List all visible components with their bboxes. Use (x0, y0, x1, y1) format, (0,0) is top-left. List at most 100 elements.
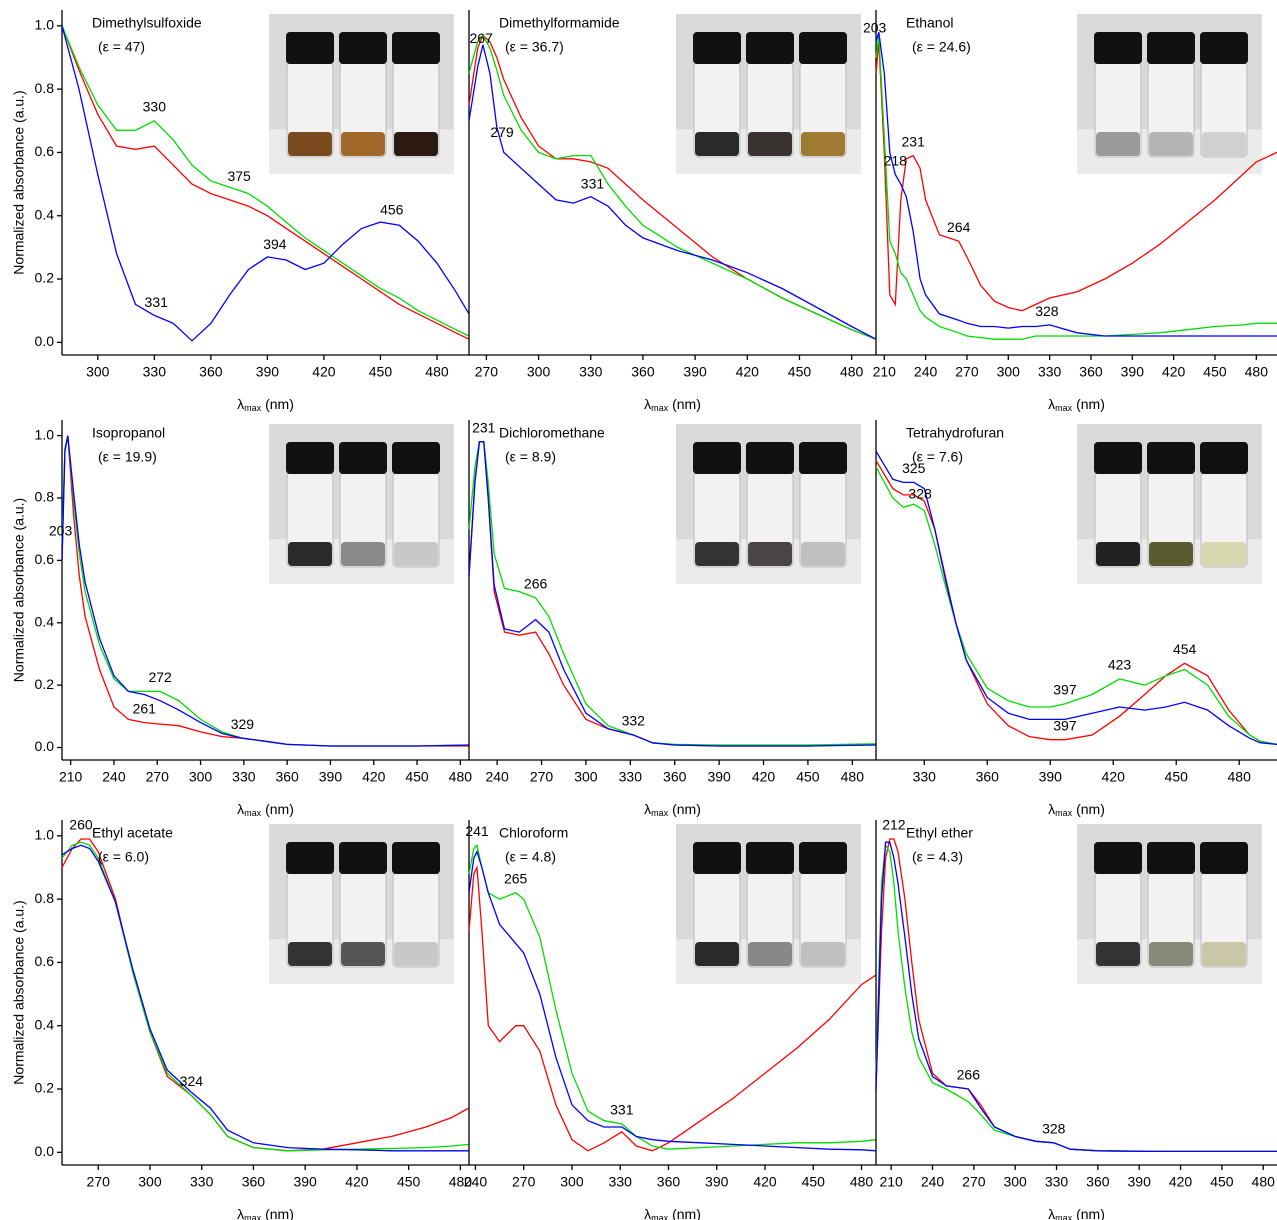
y-tick-label: 0.8 (35, 489, 55, 505)
x-tick-label: 360 (199, 364, 223, 380)
spectrum-line (61, 25, 470, 337)
x-tick-label: 360 (242, 1174, 266, 1190)
vial-photo (676, 14, 861, 174)
x-tick-label: 420 (1162, 364, 1186, 380)
x-tick-label: 240 (485, 769, 509, 785)
x-tick-label: 480 (1252, 1174, 1276, 1190)
x-tick-label: 480 (425, 364, 449, 380)
y-tick-label: 1.0 (35, 827, 55, 843)
vial-liquid (288, 942, 332, 966)
vial-cap (799, 32, 847, 64)
x-tick-label: 480 (841, 769, 865, 785)
x-tick-label: 270 (962, 1174, 986, 1190)
x-tick-label: 390 (707, 769, 731, 785)
peak-label: 394 (263, 236, 287, 252)
panel-title: Ethyl ether (906, 825, 973, 841)
x-tick-label: 270 (530, 769, 554, 785)
x-tick-label: 450 (397, 1174, 421, 1190)
y-tick-label: 0.6 (35, 551, 55, 567)
x-tick-label: 360 (631, 364, 655, 380)
vial-cap (693, 32, 741, 64)
panel-subtitle: (ε = 6.0) (98, 849, 149, 865)
peak-label: 454 (1173, 641, 1197, 657)
peak-label: 212 (882, 817, 906, 833)
x-tick-label: 420 (736, 364, 760, 380)
y-tick-label: 0.8 (35, 80, 55, 96)
vial-cap (1094, 842, 1142, 874)
peak-label: 328 (908, 486, 932, 502)
x-tick-label: 420 (312, 364, 336, 380)
x-tick-label: 210 (879, 1174, 903, 1190)
panel-title: Chloroform (499, 825, 568, 841)
vial-liquid (1149, 542, 1193, 566)
panel-title: Dichloromethane (499, 425, 605, 441)
spectrum-line (61, 844, 469, 1152)
vial-cap (1200, 32, 1248, 64)
panel-subtitle: (ε = 4.8) (505, 849, 556, 865)
panel-title: Isopropanol (92, 425, 165, 441)
vial-cap (746, 442, 794, 474)
vial-cap (1147, 842, 1195, 874)
y-tick-label: 0.4 (35, 613, 55, 629)
peak-label: 231 (902, 133, 926, 149)
y-tick-label: 1.0 (35, 426, 55, 442)
y-axis-label: Normalized absorbance (a.u.) (11, 90, 27, 274)
peak-label: 328 (1042, 1121, 1066, 1137)
x-tick-label: 300 (560, 1174, 584, 1190)
peak-label: 218 (884, 152, 908, 168)
peak-label: 331 (145, 294, 169, 310)
x-tick-label: 270 (475, 364, 499, 380)
vial-cap (339, 842, 387, 874)
vial-cap (799, 842, 847, 874)
vial-cap (1094, 442, 1142, 474)
vial-liquid (1202, 542, 1246, 566)
vial-liquid (1202, 942, 1246, 966)
vial-cap (1094, 32, 1142, 64)
x-tick-label: 390 (293, 1174, 317, 1190)
vial-liquid (1202, 132, 1246, 156)
y-tick-label: 0.8 (35, 890, 55, 906)
vial-cap (1147, 442, 1195, 474)
x-tick-label: 360 (1079, 364, 1103, 380)
y-tick-label: 0.2 (35, 676, 55, 692)
x-tick-label: 450 (1203, 364, 1227, 380)
vial-photo (1077, 14, 1262, 174)
vial-liquid (695, 132, 739, 156)
x-tick-label: 390 (1039, 769, 1063, 785)
x-axis-label: λmax (nm) (237, 801, 294, 819)
x-tick-label: 450 (1210, 1174, 1234, 1190)
peak-label: 423 (1108, 657, 1132, 673)
vial-cap (1200, 842, 1248, 874)
x-tick-label: 450 (1165, 769, 1189, 785)
x-label-symbol: λ (644, 1206, 651, 1220)
panel-title: Dimethylformamide (499, 15, 620, 31)
x-tick-label: 270 (955, 364, 979, 380)
x-tick-label: 300 (574, 769, 598, 785)
vial-cap (1200, 442, 1248, 474)
x-tick-label: 480 (449, 769, 473, 785)
vial-photo (1077, 824, 1262, 984)
x-tick-label: 420 (752, 769, 776, 785)
vial-cap (286, 32, 334, 64)
x-label-symbol: λ (237, 1206, 244, 1220)
vial-cap (799, 442, 847, 474)
x-tick-label: 240 (914, 364, 938, 380)
x-tick-label: 390 (683, 364, 707, 380)
vial-cap (392, 842, 440, 874)
peak-label: 331 (610, 1102, 634, 1118)
y-axis-label: Normalized absorbance (a.u.) (11, 900, 27, 1084)
x-tick-label: 330 (232, 769, 256, 785)
panel-subtitle: (ε = 36.7) (505, 39, 564, 55)
y-tick-label: 0.4 (35, 206, 55, 222)
y-tick-label: 0.0 (35, 333, 55, 349)
spectrum-line (61, 25, 470, 342)
vial-liquid (288, 542, 332, 566)
vial-liquid (341, 542, 385, 566)
x-tick-label: 330 (190, 1174, 214, 1190)
panel-subtitle: (ε = 7.6) (912, 449, 963, 465)
x-label-unit: (nm) (1076, 396, 1105, 412)
x-tick-label: 210 (873, 364, 897, 380)
x-tick-label: 390 (1128, 1174, 1152, 1190)
vial-cap (746, 32, 794, 64)
